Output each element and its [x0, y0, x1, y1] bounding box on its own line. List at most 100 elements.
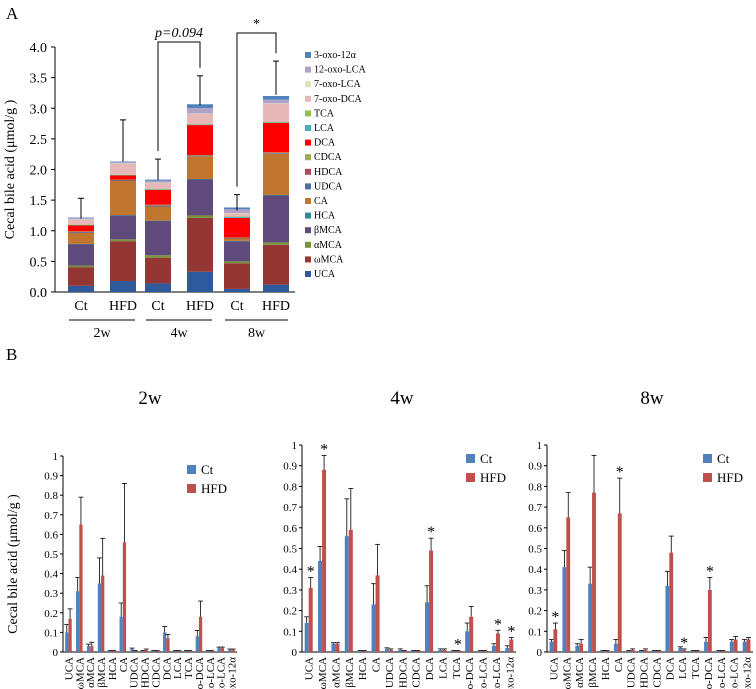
stack-segment-7-oxo-lca [224, 212, 250, 214]
y-tick-label: 0.1 [283, 626, 297, 638]
y-tick-label: 0 [53, 647, 59, 659]
bar-hfd-7-oxo-lca [720, 650, 725, 652]
x-tick-label: αMCA [85, 657, 97, 688]
stack-segment-hca [110, 215, 136, 216]
bar-hfd-uca [308, 587, 313, 652]
legend-swatch-mca [305, 227, 311, 234]
x-tick-label: 7-oxo-LCA [205, 657, 217, 689]
stack-segment-7-oxo-lca [263, 103, 289, 104]
bar-ct-dca [163, 632, 167, 652]
bar-ct-dca [425, 602, 430, 652]
stack-segment-ca [68, 232, 94, 244]
stack-segment-7-oxo-lca [145, 182, 171, 184]
stack-segment-mca [187, 215, 213, 218]
stack-segment-tca [145, 189, 171, 190]
significance-star: * [454, 637, 462, 654]
legend-swatch-7-oxo-lca [305, 81, 311, 88]
x-tick-label: 7-oxo-DCA [703, 657, 715, 689]
bar-hfd-ca [617, 513, 622, 652]
bar-hfd-mca [322, 469, 327, 652]
stacked-bar-chart-a: 0.0 0.5 1.0 1.5 2.0 2.5 3.0 3.5 4.0 Cecal bile ac… [3, 17, 366, 341]
stack-segment-mca [224, 241, 250, 262]
stack-segment-7-oxo-dca [110, 163, 136, 175]
legend-label-tca: TCA [314, 108, 335, 119]
chart-title: 4w [390, 388, 414, 409]
bar-ct-mca [76, 591, 80, 652]
chart-title: 8w [640, 388, 664, 409]
y-tick-label: 0.6 [44, 529, 58, 541]
bar-ct-udca [384, 648, 389, 652]
stack-segment-hdca [145, 205, 171, 206]
legend-swatch-hfd [466, 473, 475, 482]
stack-segment-uca [145, 283, 171, 292]
bar-ct-mca [318, 560, 323, 652]
y-tick-label: 0.3 [44, 588, 58, 600]
x-tick-label: DCA [664, 657, 676, 680]
stack-segment-mca [187, 217, 213, 272]
bar-ct-mca [86, 646, 91, 652]
legend-swatch-ca [305, 198, 311, 204]
stack-segment-uca [110, 280, 136, 292]
y-tick-label: 0.5 [283, 544, 297, 556]
x-tick-label: HFD [186, 299, 214, 314]
x-tick-label: CA [118, 657, 130, 672]
stack-segment-ca [110, 180, 136, 216]
stack-segment-tca [263, 122, 289, 123]
y-tick-label: 0.3 [528, 585, 542, 597]
bar-hfd-hca [111, 651, 116, 652]
y-tick-label: 0.9 [528, 461, 542, 473]
y-tick-label: 0.7 [283, 502, 297, 514]
bar-ct-7-oxo-lca [206, 651, 210, 652]
stack-segment-hdca [68, 231, 94, 233]
bar-hfd-tca [695, 650, 699, 652]
bar-hfd-ca [375, 575, 380, 652]
bar-hfd-mca [566, 517, 571, 652]
legend-swatch-uca [305, 271, 311, 277]
x-tick-label: UDCA [384, 657, 396, 688]
stack-segment-udca [263, 153, 289, 154]
y-tick-label: 0.6 [283, 523, 297, 535]
bar-ct-7-oxo-dca [704, 641, 708, 652]
x-tick-label: CDCA [150, 657, 162, 688]
stack-segment-tca [68, 224, 94, 226]
significance-star: * [320, 441, 328, 458]
x-tick-label: Ct [230, 299, 243, 314]
bar-hfd-mca [348, 529, 353, 652]
bar-hfd-uca [68, 618, 72, 652]
x-tick-label: HDCA [140, 657, 152, 688]
bar-ct-udca [130, 649, 134, 652]
bar-chart-2w: 2w 0 0.1 0.2 0.3 0.4 0.5 0.6 0.7 0.8 0.9 1 Cecal bil… [6, 388, 239, 689]
stack-segment-lca [187, 124, 213, 126]
stack-segment-3-oxo-12 [187, 104, 213, 108]
legend-label-dca: DCA [314, 138, 336, 149]
legend-label-hfd: HFD [717, 470, 743, 485]
stack-segment-dca [263, 122, 289, 153]
bar-ct-mca [575, 645, 580, 652]
bar-ct-7-oxo-dca [195, 636, 199, 652]
bar-hfd-udca [133, 651, 137, 652]
bar-hfd-hca [604, 650, 609, 652]
y-tick-label: 0.8 [283, 481, 297, 493]
bar-ct-12-oxo-lca [729, 641, 734, 652]
stack-segment-udca [145, 205, 171, 207]
y-tick-label: 0 [537, 647, 543, 659]
bar-hfd-7-oxo-dca [469, 616, 474, 652]
significance-star: * [507, 624, 515, 641]
stack-segment-7-oxo-dca [224, 213, 250, 217]
y-tick-label: 0.1 [528, 626, 542, 638]
bar-ct-mca [562, 567, 567, 652]
x-tick-label: Ct [74, 299, 87, 314]
bar-hfd-mca [592, 492, 596, 652]
bar-ct-7-oxo-lca [716, 650, 721, 652]
x-tick-label: 12-oxo-LCA [729, 657, 741, 689]
bar-hfd-12-oxo-lca [220, 648, 224, 652]
bar-hfd-3-oxo-12 [746, 639, 751, 652]
x-tick-label: UCA [548, 657, 560, 680]
bar-ct-uca [304, 623, 309, 652]
stack-segment-7-oxo-lca [68, 219, 94, 220]
y-tick-label: 0.2 [283, 606, 297, 618]
bar-hfd-udca [630, 649, 635, 652]
legend-label-mca: ωMCA [314, 254, 344, 265]
legend-label-7-oxo-dca: 7-oxo-DCA [314, 94, 363, 105]
